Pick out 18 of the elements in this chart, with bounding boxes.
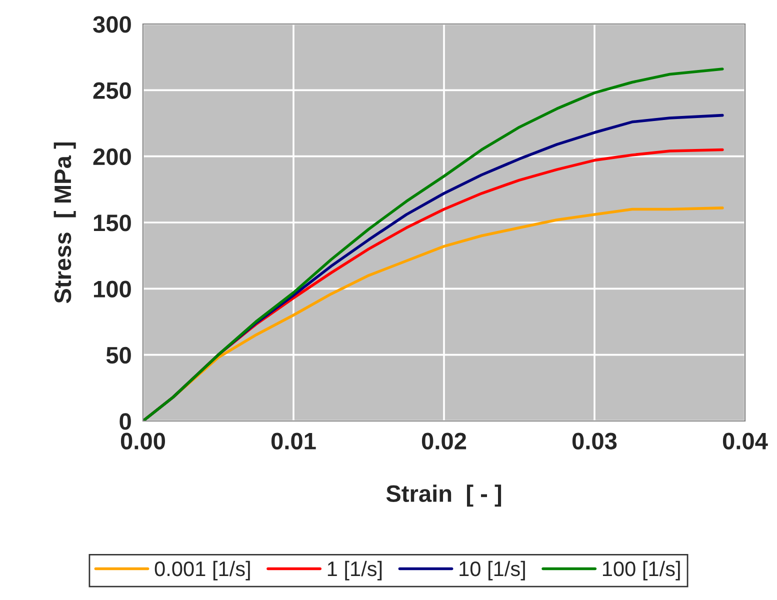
y-tick-label: 250 xyxy=(93,82,131,99)
legend-label: 1 [1/s] xyxy=(328,560,382,580)
y-tick-label: 100 xyxy=(94,280,131,298)
y-tick-label: 0 xyxy=(120,413,131,430)
legend-label: 0.001 [1/s] xyxy=(154,560,250,580)
y-axis-title: Stress [ MPa ] xyxy=(54,142,76,304)
x-tick-label: 0.00 xyxy=(120,432,166,450)
y-tick-label: 200 xyxy=(93,148,131,166)
x-axis-title: Strain [ - ] xyxy=(386,484,502,507)
legend-label: 10 [1/s] xyxy=(460,560,525,580)
legend-label: 100 [1/s] xyxy=(602,560,680,580)
y-tick-label: 150 xyxy=(94,214,131,232)
y-tick-label: 300 xyxy=(93,16,131,33)
x-tick-label: 0.01 xyxy=(271,432,316,450)
x-tick-label: 0.03 xyxy=(572,432,617,450)
y-tick-label: 50 xyxy=(106,346,131,364)
x-tick-label: 0.04 xyxy=(722,432,768,450)
x-tick-label: 0.02 xyxy=(422,432,466,450)
